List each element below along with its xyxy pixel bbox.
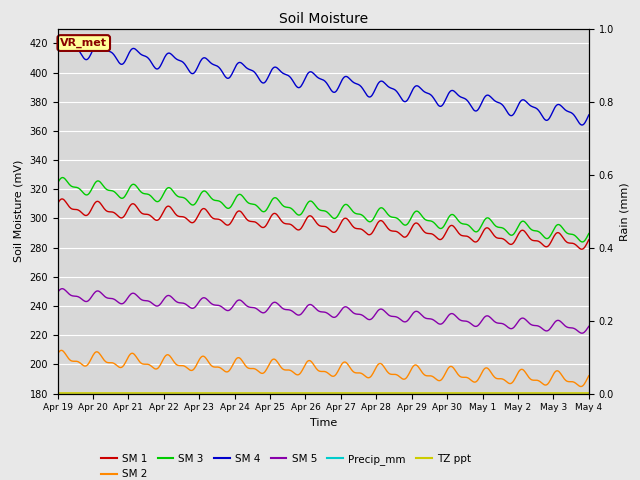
SM 5	[58, 286, 66, 291]
SM 5	[201, 295, 209, 301]
Precip_mm	[118, 391, 125, 396]
SM 3	[54, 180, 61, 186]
SM 4	[59, 36, 67, 42]
SM 2	[58, 348, 65, 353]
SM 4	[64, 40, 72, 46]
SM 1	[58, 196, 66, 202]
Precip_mm	[172, 391, 180, 396]
Precip_mm	[200, 391, 208, 396]
SM 5	[173, 299, 180, 305]
SM 1	[585, 237, 593, 243]
SM 1	[119, 215, 127, 220]
SM 3	[579, 239, 586, 245]
Precip_mm	[585, 391, 593, 396]
SM 2	[64, 355, 72, 360]
Line: SM 4: SM 4	[58, 39, 589, 125]
SM 3	[173, 192, 180, 198]
Legend: SM 1, SM 2, SM 3, SM 4, SM 5, Precip_mm, TZ ppt: SM 1, SM 2, SM 3, SM 4, SM 5, Precip_mm,…	[97, 450, 476, 480]
Precip_mm	[54, 391, 61, 396]
SM 3	[59, 175, 67, 180]
SM 1	[388, 228, 396, 234]
TZ ppt	[388, 390, 396, 396]
SM 5	[54, 289, 61, 295]
SM 4	[119, 61, 127, 67]
SM 1	[173, 212, 180, 218]
SM 3	[388, 215, 396, 220]
SM 4	[388, 86, 396, 92]
SM 4	[579, 122, 586, 128]
SM 5	[585, 324, 593, 329]
SM 4	[201, 55, 209, 60]
TZ ppt	[200, 390, 208, 396]
TZ ppt	[585, 390, 593, 396]
SM 1	[577, 246, 585, 252]
SM 5	[579, 330, 586, 336]
TZ ppt	[403, 390, 411, 396]
SM 3	[201, 188, 209, 194]
SM 2	[388, 372, 396, 377]
Line: SM 1: SM 1	[58, 199, 589, 249]
X-axis label: Time: Time	[310, 418, 337, 428]
TZ ppt	[63, 390, 71, 396]
SM 5	[119, 300, 127, 306]
SM 2	[585, 373, 593, 379]
SM 2	[54, 351, 61, 357]
SM 2	[577, 384, 584, 389]
Line: SM 2: SM 2	[58, 350, 589, 386]
SM 3	[119, 195, 127, 201]
Precip_mm	[63, 391, 71, 396]
SM 2	[173, 362, 180, 368]
SM 5	[388, 313, 396, 319]
Title: Soil Moisture: Soil Moisture	[278, 12, 368, 26]
Line: SM 5: SM 5	[58, 288, 589, 333]
SM 4	[54, 42, 61, 48]
SM 4	[173, 56, 180, 62]
SM 1	[201, 206, 209, 212]
TZ ppt	[172, 390, 180, 396]
Y-axis label: Rain (mm): Rain (mm)	[620, 182, 630, 240]
TZ ppt	[54, 390, 61, 396]
Y-axis label: Soil Moisture (mV): Soil Moisture (mV)	[13, 160, 24, 263]
SM 4	[404, 96, 412, 102]
SM 2	[201, 354, 209, 360]
SM 5	[404, 317, 412, 323]
SM 3	[404, 221, 412, 227]
SM 1	[64, 202, 72, 208]
Text: VR_met: VR_met	[60, 38, 108, 48]
SM 2	[119, 364, 127, 370]
Precip_mm	[403, 391, 411, 396]
SM 1	[54, 201, 61, 206]
TZ ppt	[118, 390, 125, 396]
SM 4	[585, 112, 593, 118]
SM 3	[64, 180, 72, 185]
Precip_mm	[388, 391, 396, 396]
SM 2	[404, 373, 412, 379]
SM 3	[585, 231, 593, 237]
SM 5	[64, 290, 72, 296]
Line: SM 3: SM 3	[58, 178, 589, 242]
SM 1	[404, 232, 412, 238]
